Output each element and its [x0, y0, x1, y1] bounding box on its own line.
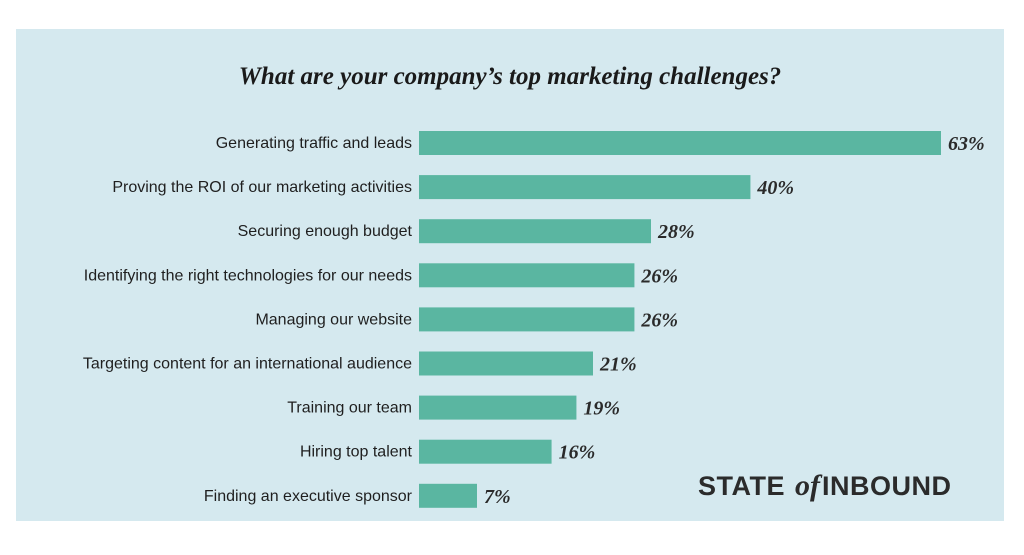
category-label: Finding an executive sponsor [204, 488, 413, 505]
chart-panel: What are your company’s top marketing ch… [16, 29, 1004, 521]
value-label: 19% [583, 398, 620, 420]
value-label: 16% [559, 442, 596, 464]
value-label: 28% [657, 221, 695, 243]
category-label: Securing enough budget [238, 223, 413, 240]
bar [419, 439, 552, 464]
brand-state: STATE [698, 471, 785, 501]
value-label: 26% [640, 265, 678, 287]
category-label: Managing our website [255, 311, 412, 328]
bar [419, 175, 751, 200]
category-label: Training our team [287, 400, 412, 417]
value-label: 7% [484, 486, 511, 508]
bar [419, 395, 577, 420]
bar-chart: Generating traffic and leads 63% Proving t… [83, 131, 985, 508]
value-label: 26% [640, 309, 678, 331]
category-label: Targeting content for an international a… [83, 356, 412, 373]
bar [419, 483, 477, 508]
bar [419, 307, 635, 332]
category-label: Identifying the right technologies for o… [84, 267, 412, 284]
category-label: Proving the ROI of our marketing activit… [112, 179, 412, 196]
value-label: 63% [948, 133, 985, 155]
bar [419, 131, 941, 155]
value-label: 21% [599, 354, 637, 376]
category-label: Generating traffic and leads [216, 135, 412, 152]
bar [419, 219, 651, 244]
state-of-inbound-logo: STATE ofINBOUND [698, 469, 952, 503]
value-label: 40% [756, 177, 794, 199]
bar [419, 351, 593, 376]
bar [419, 263, 635, 288]
brand-of: of [795, 469, 821, 502]
category-label: Hiring top talent [300, 444, 413, 461]
brand-inbound: INBOUND [822, 471, 952, 501]
chart-title: What are your company’s top marketing ch… [238, 63, 782, 90]
